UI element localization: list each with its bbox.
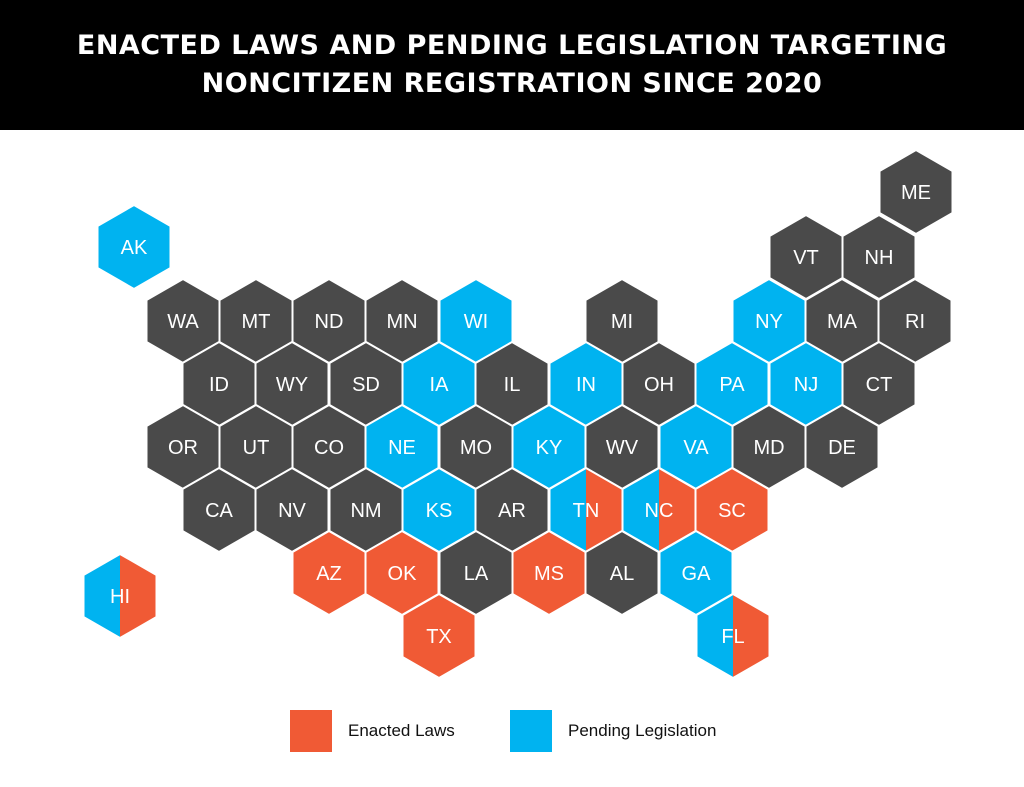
state-hex-tn: TN (548, 466, 624, 554)
state-label: MS (534, 563, 564, 585)
state-hex-ri: RI (877, 277, 953, 365)
state-label: LA (464, 563, 489, 585)
state-hex-ak: AK (96, 203, 172, 291)
state-hex-nm: NM (328, 466, 404, 554)
legend-enacted-label: Enacted Laws (348, 721, 455, 740)
state-shape (878, 148, 954, 236)
state-label: NH (865, 247, 894, 269)
state-hex-ga: GA (658, 529, 734, 617)
state-shape (401, 592, 477, 680)
state-hex-al: AL (584, 529, 660, 617)
state-label: VT (793, 247, 819, 269)
state-label: PA (719, 374, 745, 396)
state-label: MO (460, 437, 492, 459)
state-label: NY (755, 311, 783, 333)
state-half-enacted (120, 554, 157, 638)
state-label: CA (205, 500, 233, 522)
state-label: NE (388, 437, 416, 459)
state-label: OR (168, 437, 198, 459)
state-hex-hi: HI (82, 552, 158, 640)
state-label: NC (645, 500, 674, 522)
state-hex-oh: OH (621, 340, 697, 428)
state-label: VA (683, 437, 709, 459)
state-hex-nj: NJ (768, 340, 844, 428)
state-shape (804, 403, 880, 491)
state-label: UT (243, 437, 270, 459)
state-label: IN (576, 374, 596, 396)
hex-state-map: ME AK VT NH WA MT ND MN WI MI NY MA RI ID WY SD IA IL IN OH… (82, 148, 954, 680)
title-line-1: ENACTED LAWS AND PENDING LEGISLATION TAR… (76, 30, 948, 61)
title-line-2: NONCITIZEN REGISTRATION SINCE 2020 (201, 68, 823, 99)
state-label: GA (682, 563, 712, 585)
state-label: AL (610, 563, 634, 585)
state-shape (96, 203, 172, 291)
state-hex-wi: WI (438, 277, 514, 365)
legend-pending: Pending Legislation (510, 710, 716, 752)
state-label: IL (504, 374, 521, 396)
state-label: AR (498, 500, 526, 522)
state-hex-ny: NY (731, 277, 807, 365)
state-label: WI (464, 311, 488, 333)
state-hex-va: VA (658, 403, 734, 491)
state-hex-tx: TX (401, 592, 477, 680)
state-label: WY (276, 374, 308, 396)
state-label: SC (718, 500, 746, 522)
state-hex-nc: NC (621, 466, 697, 554)
state-hex-sc: SC (694, 466, 770, 554)
legend-pending-swatch (510, 710, 552, 752)
state-label: OH (644, 374, 674, 396)
state-outline (82, 552, 158, 640)
state-label: ND (315, 311, 344, 333)
state-label: FL (721, 626, 744, 648)
state-label: MA (827, 311, 858, 333)
state-label: MD (753, 437, 784, 459)
state-label: WA (167, 311, 199, 333)
state-label: CT (866, 374, 893, 396)
state-half-pending (83, 554, 120, 638)
state-label: KS (426, 500, 453, 522)
state-label: NJ (794, 374, 818, 396)
state-half-enacted (733, 594, 770, 678)
state-half-pending (696, 594, 733, 678)
state-label: ME (901, 182, 931, 204)
state-label: RI (905, 311, 925, 333)
legend-enacted: Enacted Laws (290, 710, 455, 752)
state-label: AK (121, 237, 148, 259)
state-label: MI (611, 311, 633, 333)
state-hex-me: ME (878, 148, 954, 236)
state-half-enacted (586, 468, 623, 552)
state-label: DE (828, 437, 856, 459)
header-banner: ENACTED LAWS AND PENDING LEGISLATION TAR… (0, 0, 1024, 130)
legend-pending-label: Pending Legislation (568, 721, 717, 740)
state-label: NM (350, 500, 381, 522)
state-label: TN (573, 500, 600, 522)
state-label: HI (110, 586, 130, 608)
state-label: IA (430, 374, 450, 396)
state-label: OK (388, 563, 418, 585)
state-half-pending (622, 468, 659, 552)
state-half-enacted (659, 468, 696, 552)
state-label: ID (209, 374, 229, 396)
state-label: NV (278, 500, 306, 522)
state-outline (695, 592, 771, 680)
state-label: AZ (316, 563, 342, 585)
state-hex-de: DE (804, 403, 880, 491)
state-label: KY (536, 437, 563, 459)
legend-enacted-swatch (290, 710, 332, 752)
state-label: MT (242, 311, 271, 333)
state-label: SD (352, 374, 380, 396)
state-hex-fl: FL (695, 592, 771, 680)
state-half-pending (549, 468, 586, 552)
state-hex-la: LA (438, 529, 514, 617)
state-label: WV (606, 437, 639, 459)
state-label: MN (386, 311, 417, 333)
state-label: TX (426, 626, 452, 648)
state-hex-ct: CT (841, 340, 917, 428)
state-label: CO (314, 437, 344, 459)
